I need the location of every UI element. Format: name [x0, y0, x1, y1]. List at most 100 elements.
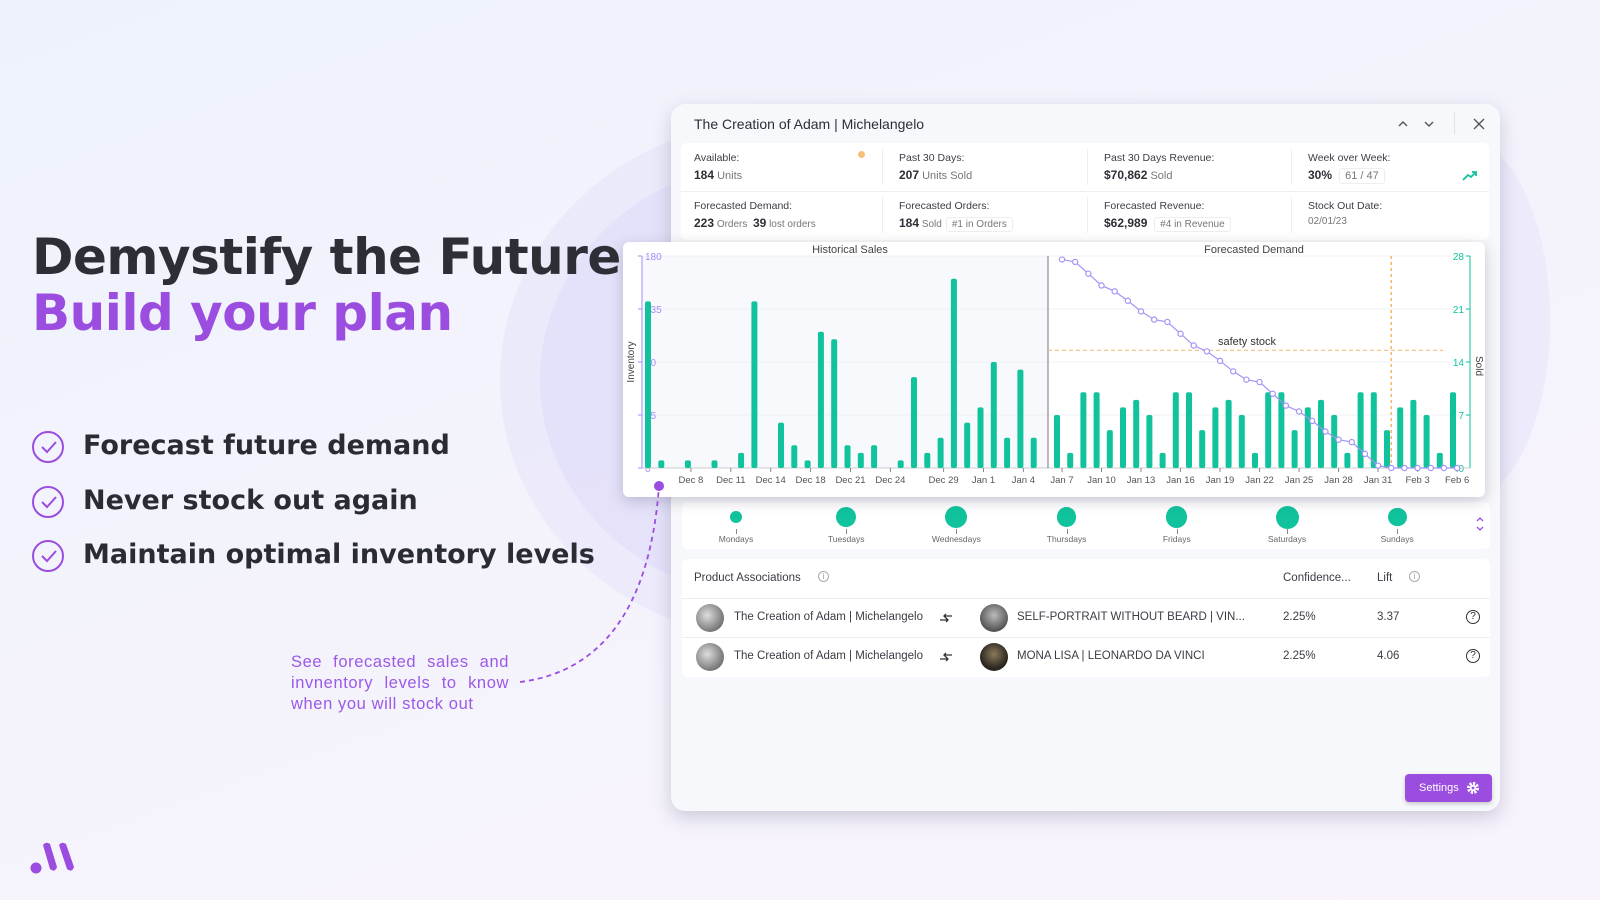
forecast-sales-bar[interactable]: [1304, 407, 1311, 468]
forecast-sales-bar[interactable]: [1410, 399, 1417, 468]
historical-sales-bar[interactable]: [711, 460, 718, 468]
forecast-sales-bar[interactable]: [1291, 430, 1298, 468]
historical-sales-bar[interactable]: [831, 339, 838, 468]
inventory-point[interactable]: [1361, 450, 1369, 458]
product-name[interactable]: The Creation of Adam | Michelangelo: [734, 611, 924, 623]
inventory-point[interactable]: [1401, 464, 1408, 472]
forecast-sales-bar[interactable]: [1133, 399, 1140, 468]
help-icon[interactable]: ?: [1466, 610, 1480, 624]
info-icon[interactable]: i: [1409, 571, 1420, 582]
historical-sales-bar[interactable]: [778, 422, 784, 468]
inventory-point[interactable]: [1388, 464, 1395, 472]
forecast-sales-bar[interactable]: [1172, 392, 1179, 468]
forecast-sales-bar[interactable]: [1146, 415, 1153, 468]
inventory-point[interactable]: [1427, 464, 1434, 472]
sort-toggle-icon[interactable]: [1475, 515, 1485, 533]
historical-sales-bar[interactable]: [751, 301, 758, 468]
forecast-sales-bar[interactable]: [1199, 430, 1206, 468]
forecast-sales-bar[interactable]: [1357, 392, 1364, 468]
inventory-point[interactable]: [1282, 402, 1290, 409]
historical-sales-bar[interactable]: [1004, 437, 1011, 468]
inventory-point[interactable]: [1322, 428, 1329, 435]
inventory-point[interactable]: [1164, 318, 1171, 326]
forecast-sales-bar[interactable]: [1397, 407, 1404, 468]
inventory-point[interactable]: [1256, 378, 1263, 386]
historical-sales-bar[interactable]: [738, 452, 745, 468]
historical-sales-bar[interactable]: [871, 445, 878, 468]
forecast-sales-bar[interactable]: [1186, 392, 1192, 468]
inventory-point[interactable]: [1098, 282, 1105, 289]
forecast-sales-bar[interactable]: [1159, 452, 1166, 468]
forecast-sales-bar[interactable]: [1344, 452, 1351, 468]
historical-sales-bar[interactable]: [844, 445, 851, 468]
forecast-sales-bar[interactable]: [1265, 392, 1272, 468]
inventory-point[interactable]: [1150, 316, 1158, 323]
inventory-point[interactable]: [1124, 297, 1132, 304]
settings-button[interactable]: Settings: [1405, 774, 1492, 802]
inventory-point[interactable]: [1137, 308, 1145, 315]
historical-sales-bar[interactable]: [1030, 437, 1037, 468]
forecast-sales-bar[interactable]: [1318, 399, 1324, 468]
forecast-sales-bar[interactable]: [1080, 392, 1087, 468]
historical-sales-bar[interactable]: [804, 460, 811, 468]
info-icon[interactable]: i: [818, 571, 829, 582]
inventory-point[interactable]: [1058, 256, 1066, 263]
inventory-point[interactable]: [1111, 288, 1118, 295]
historical-sales-bar[interactable]: [911, 377, 917, 468]
historical-sales-bar[interactable]: [937, 437, 944, 468]
inventory-point[interactable]: [1309, 417, 1316, 425]
forecast-sales-bar[interactable]: [1120, 407, 1126, 468]
historical-sales-bar[interactable]: [990, 362, 997, 468]
forecast-sales-bar[interactable]: [1212, 407, 1219, 468]
historical-sales-bar[interactable]: [950, 278, 957, 468]
forecast-sales-bar[interactable]: [1278, 392, 1285, 468]
forecast-sales-bar[interactable]: [1370, 392, 1377, 468]
inventory-point[interactable]: [1190, 342, 1197, 349]
historical-sales-bar[interactable]: [658, 460, 665, 468]
inventory-point[interactable]: [1243, 376, 1250, 383]
forecast-sales-bar[interactable]: [1450, 392, 1456, 468]
historical-sales-bar[interactable]: [924, 452, 931, 468]
forecast-sales-bar[interactable]: [1423, 415, 1430, 468]
help-icon[interactable]: ?: [1466, 649, 1480, 663]
inventory-point[interactable]: [1335, 436, 1342, 443]
historical-sales-bar[interactable]: [684, 460, 691, 468]
inventory-point[interactable]: [1453, 464, 1461, 472]
forecast-sales-bar[interactable]: [1238, 415, 1245, 468]
inventory-point[interactable]: [1374, 462, 1382, 469]
inventory-point[interactable]: [1440, 464, 1448, 472]
forecast-sales-bar[interactable]: [1384, 430, 1390, 468]
forecast-sales-bar[interactable]: [1225, 399, 1232, 468]
historical-sales-bar[interactable]: [791, 445, 798, 468]
forecast-sales-bar[interactable]: [1331, 415, 1338, 468]
inventory-point[interactable]: [1230, 368, 1237, 375]
forecast-sales-bar[interactable]: [1054, 415, 1060, 468]
forecast-sales-bar[interactable]: [1106, 430, 1113, 468]
inventory-point[interactable]: [1085, 270, 1092, 277]
chevron-down-icon[interactable]: [1423, 118, 1435, 130]
inventory-point[interactable]: [1295, 408, 1303, 415]
historical-sales-bar[interactable]: [897, 460, 904, 468]
inventory-point[interactable]: [1348, 438, 1355, 446]
associated-product-name[interactable]: SELF-PORTRAIT WITHOUT BEARD | VIN...: [1017, 611, 1245, 623]
inventory-point[interactable]: [1269, 390, 1276, 397]
associated-product-name[interactable]: MONA LISA | LEONARDO DA VINCI: [1017, 650, 1205, 662]
historical-sales-bar[interactable]: [645, 301, 651, 468]
inventory-point[interactable]: [1203, 348, 1211, 355]
historical-sales-bar[interactable]: [977, 407, 984, 468]
historical-sales-bar[interactable]: [964, 422, 971, 468]
historical-sales-bar[interactable]: [857, 452, 864, 468]
inventory-point[interactable]: [1414, 464, 1421, 472]
lift-column-header[interactable]: Lift: [1377, 572, 1393, 584]
forecast-sales-bar[interactable]: [1067, 452, 1074, 468]
inventory-point[interactable]: [1216, 357, 1224, 365]
historical-sales-bar[interactable]: [817, 331, 824, 468]
close-icon[interactable]: [1472, 117, 1486, 131]
historical-sales-bar[interactable]: [1017, 369, 1024, 468]
confidence-column-header[interactable]: Confidence...: [1283, 572, 1351, 584]
chevron-up-icon[interactable]: [1397, 118, 1409, 130]
forecast-sales-bar[interactable]: [1252, 452, 1258, 468]
inventory-point[interactable]: [1177, 330, 1184, 337]
forecast-sales-bar[interactable]: [1436, 452, 1443, 468]
inventory-point[interactable]: [1071, 258, 1079, 266]
